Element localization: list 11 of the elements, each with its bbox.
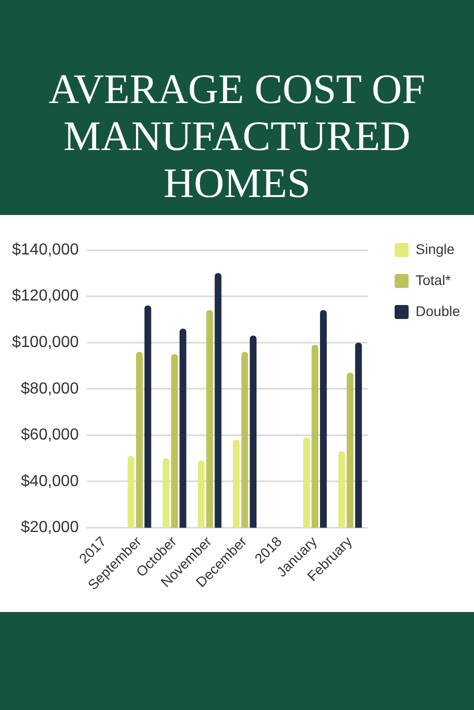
y-tick-label: $80,000 (20, 380, 79, 398)
legend-label: Double (416, 302, 460, 319)
y-tick-label: $20,000 (20, 519, 79, 536)
y-tick-label: $40,000 (20, 472, 79, 490)
y-tick-label: $60,000 (20, 426, 79, 444)
y-tick-label: $100,000 (12, 334, 79, 351)
legend-label: Total* (416, 272, 452, 288)
legend-label: Single (416, 240, 455, 257)
y-tick-label: $140,000 (12, 241, 79, 258)
y-tick-label: $120,000 (12, 288, 79, 305)
chart-title: AVERAGE COST OF MANUFACTURED HOMES (48, 67, 426, 208)
